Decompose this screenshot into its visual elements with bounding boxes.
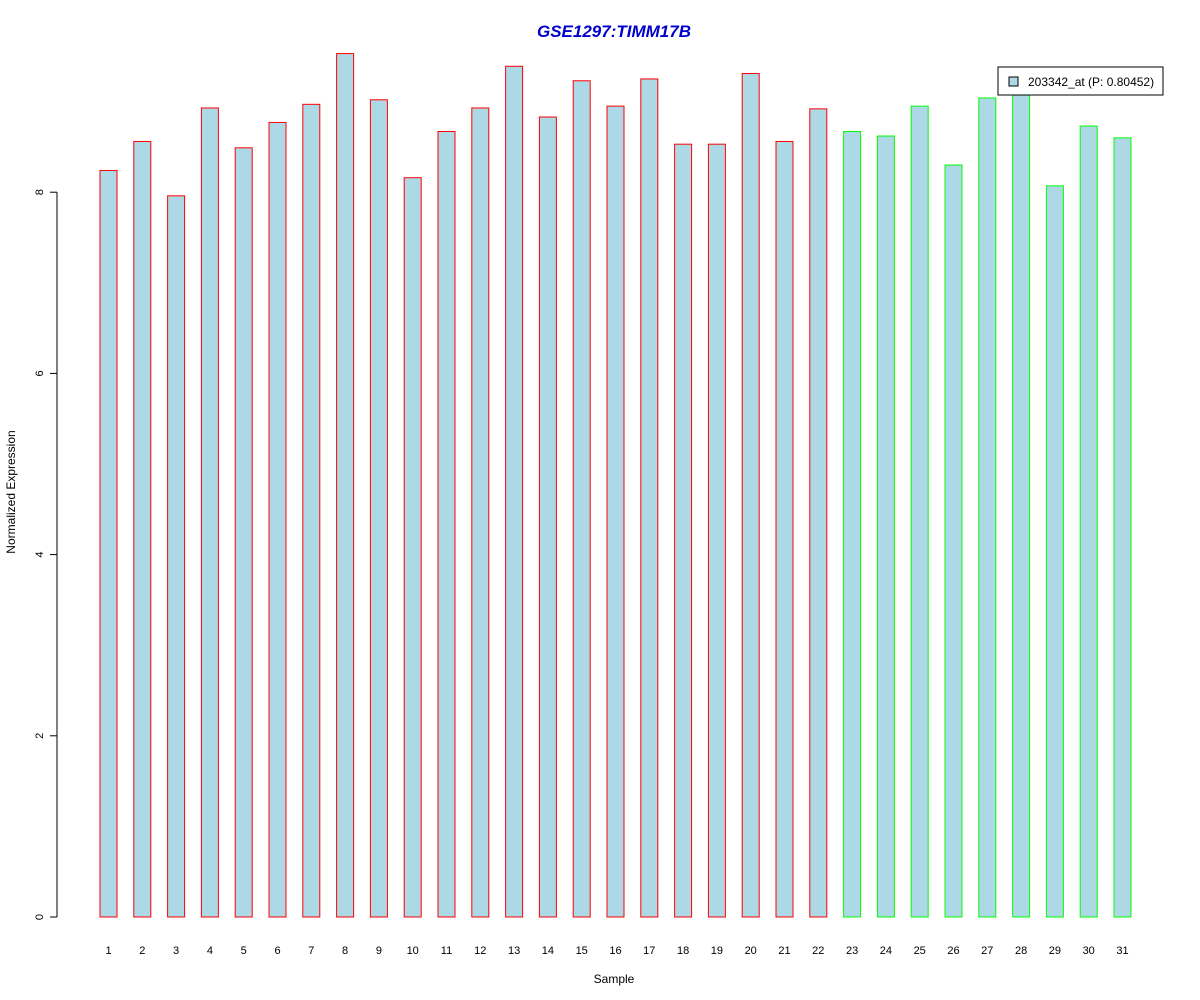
x-tick-labels: 1 2 3 4 5 6 7 8 9 10 11 12 13 14 15 16 17 18 19 20 21 22 23 24 2…: [105, 945, 1128, 957]
bar-sample-6: [268, 121, 287, 918]
x-tick-label: 19: [711, 945, 723, 957]
x-tick-label: 18: [677, 945, 689, 957]
x-tick-label: 22: [812, 945, 824, 957]
chart-title: GSE1297:TIMM17B: [537, 22, 691, 41]
x-tick-label: 2: [139, 945, 145, 957]
bar-sample-1: [99, 169, 118, 918]
bar-sample-13: [505, 65, 524, 918]
x-tick-label: 20: [745, 945, 757, 957]
x-tick-label: 12: [474, 945, 486, 957]
x-tick-label: 23: [846, 945, 858, 957]
bar-sample-31: [1113, 137, 1132, 918]
y-axis-title: Normalized Expression: [4, 430, 18, 553]
x-tick-label: 29: [1049, 945, 1061, 957]
bar-sample-22: [809, 108, 828, 918]
bar-sample-10: [403, 177, 422, 918]
bar-sample-24: [876, 135, 895, 918]
bar-sample-12: [471, 107, 490, 918]
bar-sample-9: [369, 99, 388, 918]
y-tick-label: 4: [34, 552, 46, 558]
bar-sample-2: [133, 140, 152, 918]
x-tick-label: 16: [609, 945, 621, 957]
bar-sample-23: [843, 130, 862, 918]
x-tick-label: 24: [880, 945, 892, 957]
legend-swatch: [1008, 76, 1019, 87]
x-tick-label: 15: [576, 945, 588, 957]
x-tick-label: 11: [441, 945, 452, 957]
bar-sample-17: [640, 78, 659, 918]
bars: [99, 53, 1132, 918]
y-tick-label: 6: [34, 370, 46, 376]
x-tick-label: 28: [1015, 945, 1027, 957]
x-tick-label: 26: [947, 945, 959, 957]
y-axis: 0 2 4 6 8: [34, 189, 58, 920]
x-tick-label: 31: [1116, 945, 1128, 957]
legend-label: 203342_at (P: 0.80452): [1028, 75, 1154, 89]
bar-sample-4: [200, 107, 219, 918]
bar-sample-5: [234, 147, 253, 918]
x-tick-label: 6: [274, 945, 280, 957]
x-tick-label: 5: [241, 945, 247, 957]
legend: 203342_at (P: 0.80452): [997, 66, 1164, 96]
bar-sample-3: [167, 195, 186, 918]
x-tick-label: 8: [342, 945, 348, 957]
y-tick-label: 8: [34, 189, 46, 195]
x-tick-label: 25: [914, 945, 926, 957]
x-tick-label: 3: [173, 945, 179, 957]
bar-sample-21: [775, 140, 794, 918]
x-tick-label: 10: [407, 945, 419, 957]
y-tick-label: 2: [34, 733, 46, 739]
x-tick-label: 9: [376, 945, 382, 957]
bar-sample-20: [741, 73, 760, 918]
bar-sample-16: [606, 105, 625, 918]
x-tick-label: 1: [105, 945, 111, 957]
x-tick-label: 14: [542, 945, 554, 957]
x-tick-label: 17: [643, 945, 655, 957]
x-axis-title: Sample: [594, 972, 635, 986]
bar-sample-27: [978, 97, 997, 918]
bar-sample-30: [1079, 125, 1098, 918]
bar-sample-28: [1012, 92, 1031, 918]
bar-sample-7: [302, 103, 321, 918]
bar-sample-15: [572, 80, 591, 918]
x-tick-label: 4: [207, 945, 213, 957]
bar-sample-19: [707, 143, 726, 918]
bar-sample-26: [944, 164, 963, 918]
x-tick-label: 30: [1083, 945, 1095, 957]
bar-sample-11: [437, 130, 456, 918]
x-tick-label: 7: [308, 945, 314, 957]
bar-sample-14: [538, 116, 557, 918]
x-tick-label: 27: [981, 945, 993, 957]
y-tick-label: 0: [34, 914, 46, 920]
bar-sample-25: [910, 105, 929, 918]
bar-sample-18: [674, 143, 693, 918]
x-tick-label: 21: [778, 945, 790, 957]
bar-sample-29: [1045, 185, 1064, 918]
legend-box: [997, 66, 1164, 96]
x-tick-label: 13: [508, 945, 520, 957]
bar-sample-8: [336, 53, 355, 918]
